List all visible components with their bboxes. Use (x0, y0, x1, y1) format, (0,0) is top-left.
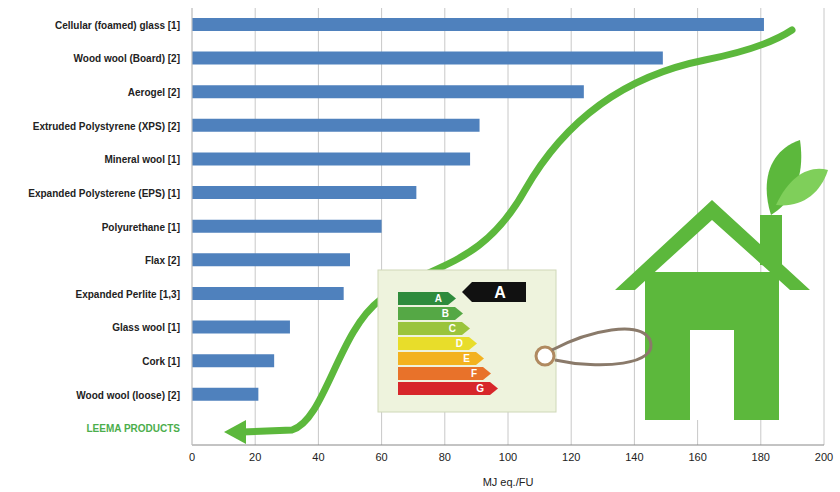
svg-text:MJ eq./FU: MJ eq./FU (483, 476, 534, 488)
svg-text:Cellular (foamed) glass [1]: Cellular (foamed) glass [1] (55, 20, 180, 31)
svg-text:160: 160 (688, 451, 706, 463)
svg-text:100: 100 (499, 451, 517, 463)
svg-text:Glass wool [1]: Glass wool [1] (112, 322, 180, 333)
svg-text:C: C (449, 323, 456, 334)
svg-text:B: B (442, 308, 449, 319)
svg-text:F: F (471, 368, 477, 379)
svg-text:Expanded Perlite [1,3]: Expanded Perlite [1,3] (76, 289, 180, 300)
svg-text:Wood wool (Board) [2]: Wood wool (Board) [2] (74, 53, 180, 64)
svg-text:E: E (463, 353, 470, 364)
svg-text:Flax [2]: Flax [2] (145, 255, 180, 266)
svg-text:G: G (476, 383, 484, 394)
svg-text:D: D (456, 338, 463, 349)
svg-text:200: 200 (815, 451, 833, 463)
svg-text:140: 140 (625, 451, 643, 463)
svg-text:Aerogel [2]: Aerogel [2] (128, 87, 180, 98)
svg-text:A: A (435, 293, 442, 304)
svg-text:Cork [1]: Cork [1] (142, 356, 180, 367)
svg-text:180: 180 (752, 451, 770, 463)
svg-text:Wood wool (loose) [2]: Wood wool (loose) [2] (76, 390, 180, 401)
svg-text:80: 80 (439, 451, 451, 463)
svg-text:A: A (494, 284, 506, 301)
svg-text:LEEMA PRODUCTS: LEEMA PRODUCTS (86, 423, 180, 434)
svg-text:Mineral wool [1]: Mineral wool [1] (104, 154, 180, 165)
svg-text:20: 20 (249, 451, 261, 463)
svg-text:60: 60 (375, 451, 387, 463)
svg-text:0: 0 (189, 451, 195, 463)
svg-text:40: 40 (312, 451, 324, 463)
svg-text:Expanded Polysterene (EPS) [1]: Expanded Polysterene (EPS) [1] (28, 188, 180, 199)
svg-text:120: 120 (562, 451, 580, 463)
svg-text:Polyurethane [1]: Polyurethane [1] (102, 222, 180, 233)
svg-text:Extruded Polystyrene (XPS) [2]: Extruded Polystyrene (XPS) [2] (33, 121, 180, 132)
